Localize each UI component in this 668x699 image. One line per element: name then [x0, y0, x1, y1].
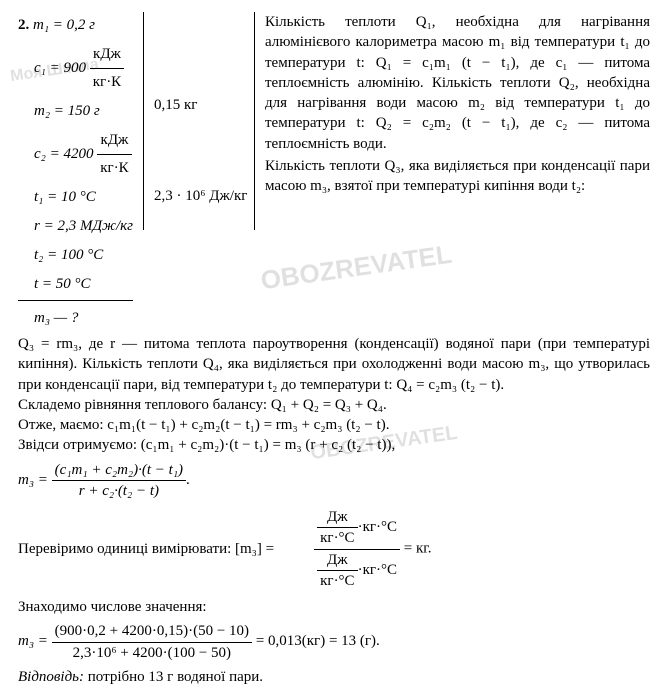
- unit-frac: кДжкг·К: [97, 127, 131, 182]
- problem-number: 2.: [18, 17, 29, 33]
- answer-label: Відповідь:: [18, 669, 84, 685]
- units-check-label: Перевіримо одиниці вимірювати: [m₃] =: [18, 539, 274, 559]
- answer-text: потрібно 13 г водяної пари.: [84, 669, 263, 685]
- given-m1: m₁ = 0,2 г: [33, 17, 95, 33]
- body-balance: Складемо рівняння теплового балансу: Q₁ …: [18, 395, 650, 415]
- unit-frac: кДжкг·К: [90, 41, 124, 96]
- given-m2: m₂ = 150 г: [34, 103, 100, 119]
- units-check-row: Перевіримо одиниці вимірювати: [m₃] = Дж…: [18, 507, 650, 591]
- answer-line: Відповідь: потрібно 13 г водяної пари.: [18, 667, 650, 687]
- divider: [18, 300, 133, 301]
- formula-m3: m₃ = (c₁m₁ + c₂m₂)·(t − t₁) r + c₂·(t₂ −…: [18, 460, 650, 502]
- units-check-expr: Джкг·°C·кг·°C Джкг·°C·кг·°C = кг.: [314, 507, 431, 591]
- given-t: t = 50 °C: [34, 276, 91, 292]
- formula-calc: m₃ = (900·0,2 + 4200·0,15)·(50 − 10) 2,3…: [18, 621, 650, 663]
- given-t1: t₁ = 10 °C: [34, 189, 96, 205]
- given-t2: t₂ = 100 °C: [34, 247, 103, 263]
- explanation-text-1: Кількість теплоти Q₁, необхідна для нагр…: [265, 14, 650, 152]
- calc-lhs: m₃ =: [18, 633, 48, 649]
- body-q3: Q₃ = rm₃, де r — питома теплота пароутво…: [18, 334, 650, 395]
- given-r: r = 2,3 МДж/кг: [34, 218, 133, 234]
- m3-lhs: m₃ =: [18, 472, 48, 488]
- body-hence: Звідси отримуємо: (c₁m₁ + c₂m₂)·(t − t₁)…: [18, 435, 650, 455]
- numeric-label: Знаходимо числове значення:: [18, 597, 650, 617]
- top-section: 2. m₁ = 0,2 г c₁ = 900 кДжкг·К m₂ = 150 …: [18, 12, 650, 334]
- si-m2: 0,15 кг: [154, 92, 244, 119]
- given-c1: c₁ = 900: [34, 60, 86, 76]
- explanation-column: Кількість теплоти Q₁, необхідна для нагр…: [255, 12, 650, 196]
- si-r: 2,3 · 10⁶ Дж/кг: [154, 183, 244, 210]
- given-c2: c₂ = 4200: [34, 146, 94, 162]
- calc-fraction: (900·0,2 + 4200·0,15)·(50 − 10) 2,3·10⁶ …: [52, 621, 252, 663]
- body-so: Отже, маємо: c₁m₁(t − t₁) + c₂m₂(t − t₁)…: [18, 415, 650, 435]
- calc-result: = 0,013(кг) = 13 (г).: [256, 633, 380, 649]
- si-column: 0,15 кг 2,3 · 10⁶ Дж/кг: [143, 12, 255, 230]
- m3-fraction: (c₁m₁ + c₂m₂)·(t − t₁) r + c₂·(t₂ − t): [52, 460, 186, 502]
- given-column: 2. m₁ = 0,2 г c₁ = 900 кДжкг·К m₂ = 150 …: [18, 12, 143, 334]
- dot: .: [186, 472, 190, 488]
- explanation-text-2: Кількість теплоти Q₃, яка виділяється пр…: [265, 158, 650, 194]
- given-find: m₃ — ?: [34, 310, 78, 326]
